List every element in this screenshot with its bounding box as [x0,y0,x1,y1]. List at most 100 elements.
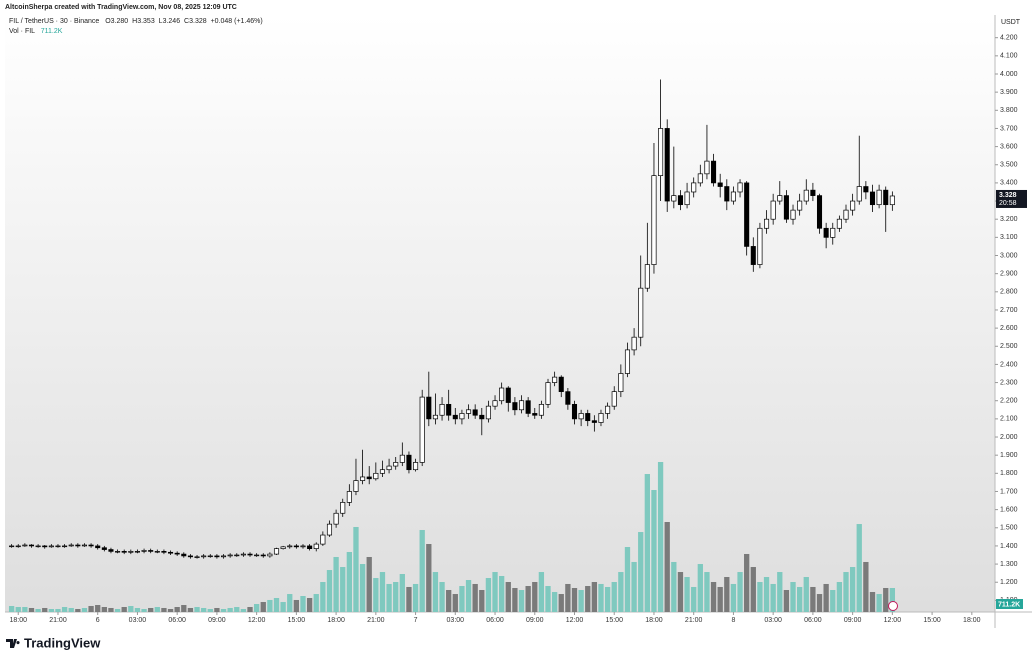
volume-bar [174,607,180,612]
candle-body [492,400,498,407]
volume-bar [465,580,472,612]
x-tick-label: 15:00 [605,617,623,624]
candle-body [360,476,366,481]
x-tick-label: 06:00 [486,617,504,624]
y-tick-label: 4.200 [1000,35,1018,42]
volume-bar [830,589,836,612]
candle-body [28,544,35,547]
candle-body [121,551,127,553]
candle-body [340,502,346,514]
brand-logo [6,639,20,648]
volume-bar [869,591,876,612]
candle-body [273,548,280,555]
y-tick-label: 3.200 [1000,216,1018,223]
candle-body [399,454,405,463]
volume-bar [121,607,127,612]
candle-body [863,186,869,193]
candle-body [611,391,617,407]
volume-bar [611,582,617,612]
candle-body [856,186,862,202]
candle-body [220,555,227,558]
candle-body [42,545,48,548]
volume-label-box [996,599,1023,609]
event-icon[interactable] [888,601,898,611]
candle-body [565,391,571,405]
candle-body [280,546,286,550]
y-tick-label: 2.600 [1000,325,1018,332]
volume-axis-label: 711.2K [998,601,1020,608]
volume-bar [724,577,730,612]
candle-body [836,218,842,229]
legend-low: L3.246 [159,18,181,25]
candle-body [677,195,683,206]
volume-bar [379,572,386,612]
axes: 1.1001.2001.3001.4001.5001.6001.7001.800… [9,35,1017,624]
volume-bar [618,572,624,612]
candle-body [187,555,193,558]
volume-bar [836,582,843,612]
volume-bar [710,582,717,612]
candle-body [730,191,736,202]
candle-body [108,549,114,552]
symbol: FIL / TetherUS · 30 · Binance [9,18,99,25]
volume-bar [499,575,505,612]
volume-bar [114,608,121,612]
volume-bar [459,586,465,612]
volume-bar [35,608,41,612]
candle-body [55,545,61,548]
volume-bar [657,462,664,612]
volume-bar [757,582,763,612]
x-tick-label: 7 [414,617,418,624]
candle-body [287,545,293,548]
volume-bar [843,572,849,612]
candle-body [413,462,419,471]
candle-body [240,553,246,556]
volume-bar [48,608,55,612]
volume-bar [505,582,511,612]
volume-bar [340,567,346,612]
volume-bar [393,582,399,612]
candle-body [532,413,538,416]
volume-bar [446,589,452,612]
candle-body [797,200,803,211]
candle-body [141,550,147,552]
volume-bar [744,553,750,612]
y-tick-label: 3.600 [1000,143,1018,150]
volume-bar [797,586,803,612]
candle-body [618,373,624,392]
candle-body [194,556,200,558]
x-tick-label: 12:00 [248,617,266,624]
volume-bar [346,552,352,612]
volume-bar [253,604,260,612]
volume-bar [730,583,737,612]
volume-bar [260,602,266,612]
candle-body [552,376,558,383]
volume-bar [141,608,147,612]
volume-bar [479,589,485,612]
candle-body [578,413,584,420]
volume-bar [426,544,432,612]
volume-bar [75,608,81,612]
x-tick-label: 21:00 [49,617,67,624]
candle-body [260,554,266,557]
volume-bar [247,607,253,612]
volume-bar [181,605,187,612]
y-tick-label: 1.200 [1000,579,1018,586]
candle-body [247,553,253,556]
volume-bar [267,599,273,612]
candle-body [48,545,54,548]
volume-bar [194,607,200,612]
volume-bar [571,588,578,612]
candle-body [128,551,134,553]
legend-line: FIL / TetherUS · 30 · Binance O3.280 H3.… [9,18,263,25]
brand-name: TradingView [24,635,101,650]
y-tick-label: 2.000 [1000,434,1018,441]
volume-bar [412,583,419,612]
candle-body [9,545,15,548]
candle-body [88,544,94,547]
candle-body [207,555,213,558]
x-tick-label: 09:00 [526,617,544,624]
candle-body [631,336,637,351]
candle-body [605,405,611,414]
